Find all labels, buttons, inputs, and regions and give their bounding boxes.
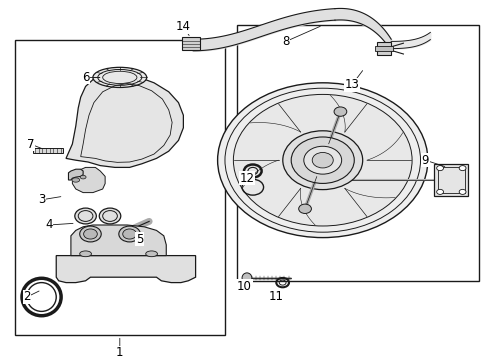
Ellipse shape [145, 251, 157, 257]
Text: 4: 4 [45, 219, 53, 231]
Polygon shape [56, 256, 195, 283]
Circle shape [458, 166, 465, 171]
Circle shape [217, 83, 427, 238]
Ellipse shape [99, 208, 121, 224]
Text: 1: 1 [116, 346, 123, 359]
Text: 8: 8 [282, 35, 289, 48]
Circle shape [290, 137, 353, 183]
Polygon shape [71, 225, 166, 256]
Text: 9: 9 [421, 154, 428, 167]
Polygon shape [66, 74, 183, 167]
Bar [33, 148, 62, 153]
Ellipse shape [122, 229, 136, 239]
Bar [437, 167, 464, 193]
Text: 7: 7 [26, 138, 34, 150]
Circle shape [436, 166, 443, 171]
Circle shape [303, 146, 341, 174]
Ellipse shape [242, 273, 251, 283]
Circle shape [233, 94, 411, 226]
Bar [376, 42, 390, 55]
Ellipse shape [83, 229, 97, 239]
Ellipse shape [80, 251, 91, 257]
Text: 6: 6 [81, 71, 89, 84]
Ellipse shape [80, 175, 86, 179]
Circle shape [298, 204, 311, 213]
Circle shape [333, 107, 346, 116]
Circle shape [311, 152, 333, 168]
Circle shape [436, 189, 443, 194]
Polygon shape [182, 37, 199, 50]
Text: 11: 11 [268, 291, 283, 303]
Ellipse shape [72, 178, 80, 182]
Text: 13: 13 [344, 78, 359, 91]
Polygon shape [72, 167, 105, 193]
Text: 3: 3 [38, 193, 45, 206]
Ellipse shape [119, 226, 140, 242]
Bar [15, 40, 224, 335]
Text: 2: 2 [23, 291, 31, 303]
Circle shape [458, 189, 465, 194]
Circle shape [282, 131, 362, 190]
Bar [433, 164, 468, 196]
Ellipse shape [80, 226, 101, 242]
Ellipse shape [93, 67, 146, 87]
Bar [374, 46, 392, 51]
Polygon shape [68, 169, 83, 180]
Text: 14: 14 [176, 21, 190, 33]
Text: 12: 12 [239, 172, 254, 185]
Ellipse shape [75, 208, 96, 224]
Text: 5: 5 [135, 233, 143, 246]
Bar [237, 25, 478, 281]
Text: 10: 10 [237, 280, 251, 293]
